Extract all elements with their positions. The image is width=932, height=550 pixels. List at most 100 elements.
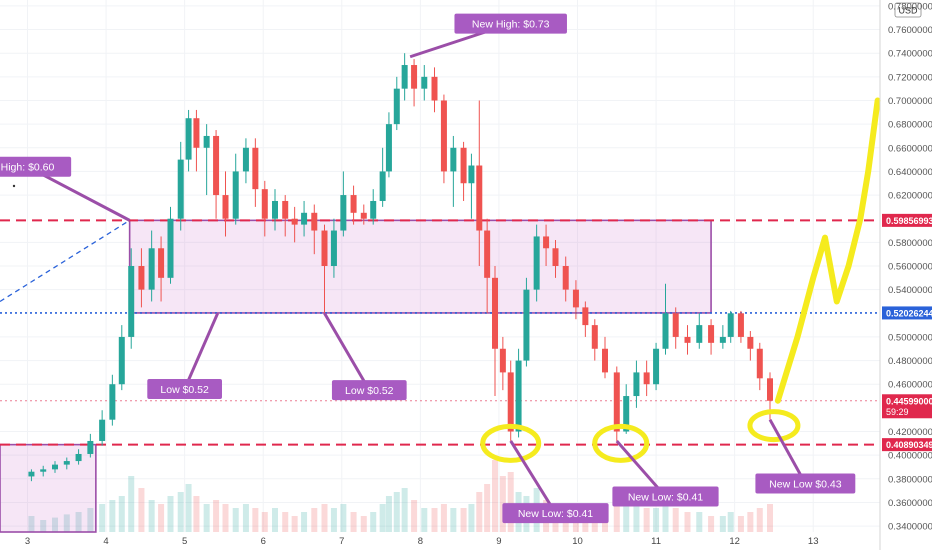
callout-label-text: Low $0.52	[160, 384, 209, 396]
price-levels	[0, 219, 880, 446]
candle-body	[737, 313, 744, 337]
volume-bar	[767, 504, 773, 532]
callout-label-text: Low $0.52	[345, 385, 394, 397]
time-tick-label: 9	[496, 536, 501, 547]
trend-line-segment	[0, 219, 130, 303]
callout-label-text: High: $0.60	[1, 162, 55, 174]
volume-bar	[311, 508, 318, 532]
volume-bar	[203, 504, 210, 532]
volume-bar	[460, 508, 467, 532]
candle-body	[572, 289, 579, 308]
volume-bar	[272, 508, 278, 532]
callout-label-box	[454, 13, 567, 34]
callout-pointer	[509, 440, 557, 514]
volume-bar	[440, 504, 447, 532]
candle-body	[562, 266, 569, 290]
candle-body	[40, 469, 47, 472]
volume-bar	[613, 488, 620, 532]
candle-body	[109, 384, 116, 420]
candle-body	[643, 372, 650, 385]
callout-label-text: New Low $0.43	[769, 479, 842, 491]
candle-body	[301, 212, 308, 225]
volume-bar	[232, 508, 239, 532]
candle-body	[128, 266, 135, 337]
candle-body	[167, 218, 174, 278]
zones	[0, 219, 712, 533]
volume-bar	[662, 504, 669, 532]
volume-bar	[177, 492, 184, 532]
volume-bar	[756, 508, 763, 532]
candle-body	[468, 165, 475, 184]
candle-body	[401, 65, 408, 89]
volume-bar	[242, 504, 249, 532]
volume-bar	[385, 496, 392, 532]
candle-body	[185, 118, 192, 160]
volume-bar	[158, 504, 165, 532]
candle-body	[350, 195, 357, 213]
time-tick-label: 5	[182, 536, 187, 547]
candle-body	[515, 360, 522, 432]
candle-body	[222, 195, 229, 219]
candle-body	[492, 277, 498, 349]
time-tick-label: 11	[651, 536, 661, 547]
candle-body	[213, 135, 220, 196]
volume-bar	[282, 512, 289, 532]
annotations: High: $0.60 New High: $0.73 Low $0.52 Low $…	[0, 13, 856, 524]
callout-label-box	[612, 486, 719, 507]
candle-body	[118, 336, 125, 385]
currency-badge[interactable]	[894, 2, 922, 18]
candle-body	[476, 165, 483, 231]
candle-body	[552, 248, 559, 266]
candle-body	[499, 348, 506, 373]
volume-bar	[185, 484, 192, 532]
callout-label-text: New Low: $0.41	[518, 508, 593, 520]
volume-bar	[118, 496, 125, 532]
volume-bar	[401, 488, 408, 532]
volume-bar	[450, 508, 457, 532]
circle-marker	[747, 409, 801, 443]
candle-body	[232, 171, 239, 219]
volume-bar	[261, 512, 268, 532]
volume-bar	[507, 472, 514, 532]
volume-bar	[431, 508, 438, 532]
grid	[0, 0, 880, 532]
candle-body	[360, 212, 367, 219]
volume-bar	[411, 500, 418, 532]
candle-body	[484, 230, 491, 278]
candle-body	[87, 440, 94, 454]
candle-body	[613, 372, 620, 432]
time-tick-label: 12	[729, 536, 740, 547]
volume-bar	[321, 504, 328, 532]
currency-label: USD	[898, 6, 918, 16]
volume-bar	[484, 484, 491, 532]
candle-body	[28, 471, 35, 477]
price-level-tag	[882, 306, 932, 320]
candle-body	[321, 230, 328, 266]
candle-body	[282, 200, 289, 219]
callout-pointer	[768, 418, 807, 485]
volume-bar	[393, 492, 400, 532]
price-level-tag	[882, 213, 932, 227]
time-axis[interactable]: 3 4 5 6 7 8 9 10 11 12 13	[25, 536, 819, 547]
volume-bar	[696, 512, 703, 532]
candle-body	[63, 461, 70, 465]
candle-body	[330, 230, 337, 266]
bar-countdown: 59:29	[886, 407, 909, 417]
candle-body	[662, 313, 669, 349]
volume-bar	[40, 520, 47, 532]
candle-body	[533, 236, 540, 290]
volume-bar	[468, 504, 475, 532]
volume-bar	[99, 504, 106, 532]
volume-bar	[623, 500, 630, 532]
volume-bar	[213, 500, 220, 532]
volume-bar	[684, 512, 691, 532]
volume-bar	[340, 504, 347, 532]
